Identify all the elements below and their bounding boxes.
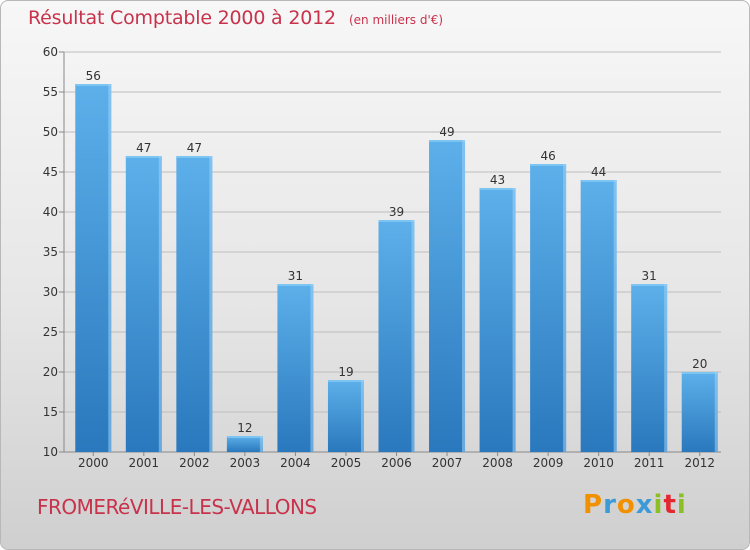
chart-title: Résultat Comptable 2000 à 2012 xyxy=(28,7,336,29)
bar-top-2009 xyxy=(530,164,567,166)
value-label-2005: 19 xyxy=(338,365,353,379)
y-tick-label: 50 xyxy=(43,125,58,139)
bar-2008 xyxy=(479,188,516,452)
x-tick-label-2005: 2005 xyxy=(331,456,362,470)
bar-2000 xyxy=(75,84,112,452)
value-label-2012: 20 xyxy=(692,357,707,371)
bar-edge-2005 xyxy=(360,380,364,452)
bar-2006 xyxy=(378,220,415,452)
value-label-2006: 39 xyxy=(389,205,404,219)
bar-2009 xyxy=(530,164,567,452)
logo-letter: x xyxy=(635,490,654,520)
bars xyxy=(75,84,718,452)
value-label-2000: 56 xyxy=(86,69,101,83)
bar-edge-2011 xyxy=(664,284,668,452)
bar-2001 xyxy=(125,156,162,452)
value-label-2002: 47 xyxy=(187,141,202,155)
bar-edge-2006 xyxy=(411,220,415,452)
bar-edge-2002 xyxy=(209,156,213,452)
logo-letter: t xyxy=(663,490,677,520)
bar-top-2001 xyxy=(125,156,162,158)
proxiti-logo[interactable]: Proxiti xyxy=(583,490,687,520)
value-label-2008: 43 xyxy=(490,173,505,187)
value-label-2001: 47 xyxy=(136,141,151,155)
bar-2010 xyxy=(580,180,617,452)
bar-2012 xyxy=(681,372,718,452)
bar-top-2005 xyxy=(327,380,364,382)
bar-edge-2007 xyxy=(462,140,466,452)
y-tick-label: 15 xyxy=(43,405,58,419)
x-tick-label-2011: 2011 xyxy=(634,456,665,470)
bar-top-2002 xyxy=(176,156,213,158)
x-tick-label-2007: 2007 xyxy=(432,456,463,470)
x-tick-label-2008: 2008 xyxy=(482,456,513,470)
bar-top-2008 xyxy=(479,188,516,190)
bar-2002 xyxy=(176,156,213,452)
value-label-2009: 46 xyxy=(540,149,555,163)
x-tick-label-2006: 2006 xyxy=(381,456,412,470)
bar-edge-2012 xyxy=(714,372,718,452)
x-tick-label-2000: 2000 xyxy=(78,456,109,470)
value-label-2007: 49 xyxy=(439,125,454,139)
bar-top-2007 xyxy=(429,140,466,142)
bar-top-2006 xyxy=(378,220,415,222)
chart-subtitle: (en milliers d'€) xyxy=(348,13,444,27)
y-tick-label: 55 xyxy=(43,85,58,99)
value-label-2010: 44 xyxy=(591,165,606,179)
bar-edge-2004 xyxy=(310,284,314,452)
bar-2011 xyxy=(631,284,668,452)
commune-name: FROMERéVILLE-LES-VALLONS xyxy=(37,495,317,519)
bar-2005 xyxy=(327,380,364,452)
bar-edge-2010 xyxy=(613,180,617,452)
bar-2007 xyxy=(429,140,466,452)
y-tick-label: 10 xyxy=(43,445,58,459)
bar-edge-2003 xyxy=(259,436,263,452)
y-tick-label: 30 xyxy=(43,285,58,299)
bar-edge-2001 xyxy=(158,156,162,452)
logo-letter: r xyxy=(603,490,617,520)
y-tick-label: 40 xyxy=(43,205,58,219)
y-tick-label: 45 xyxy=(43,165,58,179)
logo-letter: i xyxy=(653,490,664,520)
x-tick-label-2012: 2012 xyxy=(684,456,715,470)
logo-letter: o xyxy=(616,490,636,520)
bar-top-2003 xyxy=(226,436,263,438)
x-tick-label-2004: 2004 xyxy=(280,456,311,470)
logo-letter: i xyxy=(676,490,687,520)
x-tick-label-2010: 2010 xyxy=(583,456,614,470)
bar-top-2012 xyxy=(681,372,718,374)
bar-top-2004 xyxy=(277,284,314,286)
labels: 10 15 20 25 30 35 40 45 50 55 60 56 2000 47 2001 47 2002… xyxy=(43,45,715,470)
value-label-2003: 12 xyxy=(237,421,252,435)
bar-edge-2000 xyxy=(108,84,112,452)
chart-title-block: Résultat Comptable 2000 à 2012 (en milli… xyxy=(28,7,443,29)
bar-edge-2009 xyxy=(563,164,567,452)
x-tick-label-2009: 2009 xyxy=(533,456,564,470)
value-label-2004: 31 xyxy=(288,269,303,283)
value-label-2011: 31 xyxy=(642,269,657,283)
y-tick-label: 35 xyxy=(43,245,58,259)
logo-letter: P xyxy=(583,490,604,520)
bar-edge-2008 xyxy=(512,188,516,452)
y-tick-label: 25 xyxy=(43,325,58,339)
x-tick-label-2003: 2003 xyxy=(230,456,261,470)
y-tick-label: 20 xyxy=(43,365,58,379)
bar-top-2011 xyxy=(631,284,668,286)
bar-top-2000 xyxy=(75,84,112,86)
bar-2003 xyxy=(226,436,263,452)
x-tick-label-2001: 2001 xyxy=(129,456,160,470)
bar-top-2010 xyxy=(580,180,617,182)
bar-2004 xyxy=(277,284,314,452)
y-tick-label: 60 xyxy=(43,45,58,59)
x-tick-label-2002: 2002 xyxy=(179,456,210,470)
